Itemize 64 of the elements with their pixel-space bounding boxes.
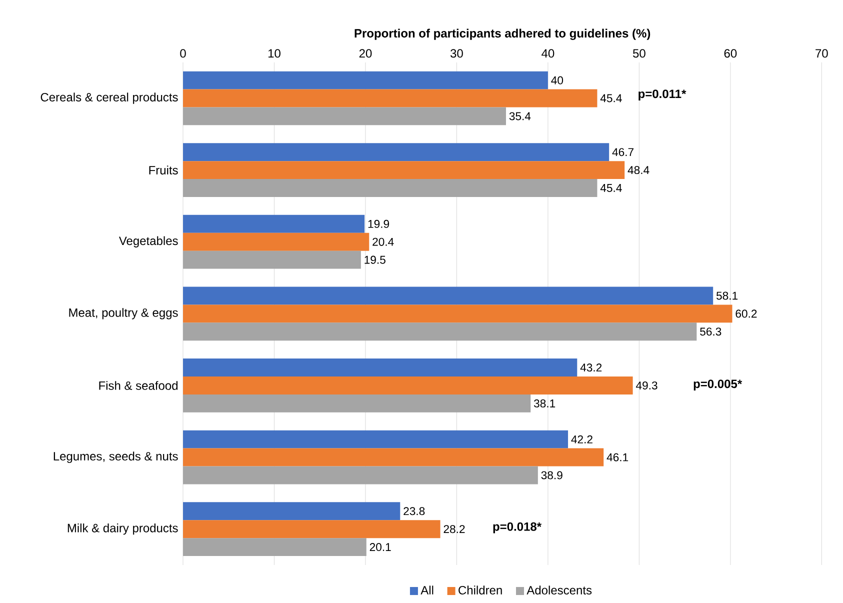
x-tick-label: 30 [450, 49, 463, 58]
data-label: 20.4 [372, 238, 394, 246]
annotation: p=0.018* [493, 522, 542, 534]
data-label: 60.2 [736, 310, 757, 318]
y-tick-label: Meat, poultry & eggs [69, 308, 178, 320]
bar [183, 89, 598, 108]
data-label: 38.1 [534, 399, 556, 408]
data-label: 43.2 [580, 364, 602, 372]
x-tick-label: 20 [359, 49, 372, 58]
annotation: p=0.011* [638, 90, 686, 100]
bar [183, 394, 531, 412]
x-tick-label: 0 [180, 49, 186, 58]
bar [183, 448, 604, 466]
data-label: 45.4 [600, 94, 622, 102]
bar [183, 304, 732, 323]
bar [183, 161, 625, 180]
bar [183, 143, 610, 162]
bar [183, 430, 568, 448]
bar [183, 376, 633, 394]
legend-label: Children [458, 586, 502, 594]
data-label: 58.1 [716, 292, 738, 300]
x-axis-title: Proportion of participants adhered to guidelines (%) [354, 28, 650, 40]
data-label: 38.9 [541, 471, 562, 480]
bar [183, 502, 400, 520]
data-label: 28.2 [444, 525, 465, 534]
data-label: 42.2 [571, 435, 592, 444]
data-label: 49.3 [636, 381, 658, 390]
data-label: 19.9 [368, 220, 390, 228]
data-label: 19.5 [364, 256, 386, 264]
x-tick-label: 70 [816, 49, 828, 58]
data-label: 48.4 [628, 166, 650, 174]
data-label: 40 [551, 76, 564, 84]
y-tick-label: Cereals & cereal products [40, 92, 178, 104]
x-tick-label: 60 [724, 49, 737, 58]
y-tick-label: Legumes, seeds & nuts [54, 452, 178, 463]
x-tick-label: 40 [542, 49, 554, 58]
data-label: 56.3 [700, 328, 722, 336]
bar [183, 71, 548, 90]
data-label: 46.1 [606, 453, 628, 462]
legend-label: All [420, 586, 434, 594]
bar [183, 250, 361, 269]
legend-label: Adolescents [526, 586, 592, 594]
bar [183, 179, 598, 197]
bar [183, 358, 578, 376]
bar [183, 322, 697, 341]
bar [183, 466, 538, 484]
y-tick-label: Vegetables [118, 236, 178, 248]
x-tick-label: 10 [268, 49, 280, 58]
bar [183, 520, 440, 538]
y-tick-label: Fish & seafood [99, 381, 178, 390]
annotation: p=0.005* [694, 380, 742, 390]
data-label: 46.7 [612, 148, 634, 156]
bar [183, 107, 506, 126]
y-tick-label: Fruits [149, 166, 178, 174]
bar [183, 286, 714, 305]
data-label: 45.4 [600, 184, 622, 192]
bar [183, 232, 370, 251]
data-label: 20.1 [370, 543, 391, 552]
bar [183, 214, 365, 233]
data-label: 35.4 [509, 112, 531, 120]
y-tick-label: Milk & dairy products [68, 523, 178, 535]
x-tick-label: 50 [632, 49, 646, 58]
bar [183, 538, 366, 556]
data-label: 23.8 [404, 507, 425, 516]
